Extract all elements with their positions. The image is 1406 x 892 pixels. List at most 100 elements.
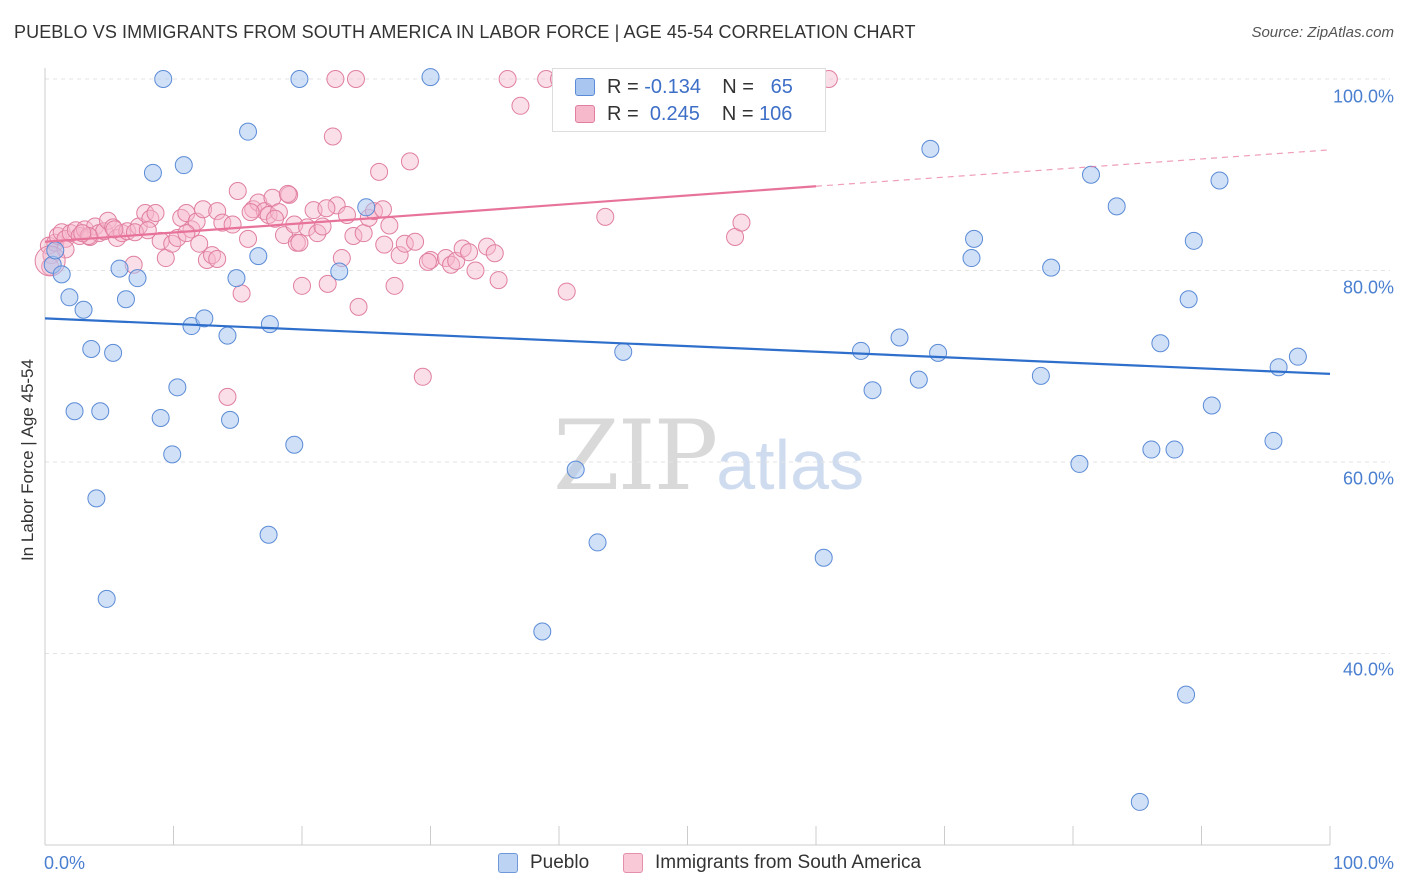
immigrants-point bbox=[478, 237, 497, 256]
pueblo-point bbox=[1269, 358, 1288, 377]
immigrants-point bbox=[346, 70, 365, 88]
immigrants-point bbox=[373, 200, 392, 219]
pueblo-point bbox=[218, 326, 237, 345]
immigrants-point bbox=[370, 162, 389, 181]
immigrants-point bbox=[421, 250, 440, 269]
immigrants-point bbox=[406, 232, 425, 251]
immigrants-point bbox=[239, 229, 258, 248]
immigrants-point bbox=[223, 215, 242, 234]
immigrants-trend-extension bbox=[815, 149, 1331, 187]
pueblo-point bbox=[890, 328, 909, 347]
pueblo-point bbox=[614, 342, 633, 361]
immigrants-point bbox=[136, 204, 155, 223]
immigrants-point bbox=[138, 221, 157, 240]
immigrants-swatch bbox=[575, 105, 595, 123]
immigrants-point bbox=[232, 284, 251, 303]
immigrants-point bbox=[385, 276, 404, 295]
immigrants-point bbox=[485, 244, 504, 263]
pueblo-swatch bbox=[575, 78, 595, 96]
pueblo-point bbox=[1070, 454, 1089, 473]
chart-title: PUEBLO VS IMMIGRANTS FROM SOUTH AMERICA … bbox=[14, 22, 916, 42]
r-label: R = bbox=[607, 75, 639, 98]
pueblo-point bbox=[151, 408, 170, 427]
pueblo-point bbox=[1107, 197, 1126, 216]
y-tick-label: 80.0% bbox=[1342, 277, 1394, 298]
pueblo-legend-label: Pueblo bbox=[530, 852, 590, 873]
bottom-legend-pueblo: Pueblo bbox=[498, 852, 589, 874]
pueblo-point bbox=[128, 269, 147, 288]
immigrants-point bbox=[228, 182, 247, 201]
immigrants-point bbox=[375, 235, 394, 254]
immigrants-n-value: 106 bbox=[759, 102, 793, 125]
immigrants-point bbox=[413, 367, 432, 386]
pueblo-point bbox=[195, 309, 214, 328]
immigrants-point bbox=[241, 203, 260, 222]
pueblo-point bbox=[163, 445, 182, 464]
immigrants-point bbox=[511, 96, 530, 115]
pueblo-point bbox=[1151, 334, 1170, 353]
pueblo-point bbox=[46, 241, 65, 260]
immigrants-point bbox=[466, 261, 485, 280]
pueblo-point bbox=[52, 265, 71, 284]
pueblo-point bbox=[74, 300, 93, 319]
pueblo-point bbox=[60, 288, 79, 307]
pueblo-trend-line bbox=[44, 317, 1331, 376]
immigrants-point bbox=[460, 243, 479, 262]
x-tick-label: 0.0% bbox=[44, 853, 86, 873]
legend-row-immigrants: R = 0.245 N = 106 bbox=[575, 102, 792, 126]
immigrants-point bbox=[197, 250, 216, 269]
pueblo-point bbox=[1177, 685, 1196, 704]
immigrants-point bbox=[498, 70, 517, 88]
pueblo-point bbox=[82, 340, 101, 359]
pueblo-point bbox=[851, 341, 870, 360]
pueblo-point bbox=[104, 343, 123, 362]
pueblo-point bbox=[566, 460, 585, 479]
legend-row-pueblo: R = -0.134 N = 65 bbox=[575, 75, 793, 99]
pueblo-point bbox=[1042, 258, 1061, 277]
pueblo-legend-swatch bbox=[498, 853, 518, 873]
watermark: ZIPatlas bbox=[553, 400, 864, 512]
immigrants-legend-swatch bbox=[623, 853, 643, 873]
watermark-zip: ZIP bbox=[553, 400, 718, 512]
bottom-legend-immigrants: Immigrants from South America bbox=[623, 852, 921, 874]
pueblo-point bbox=[1142, 440, 1161, 459]
pueblo-point bbox=[290, 70, 309, 88]
pueblo-point bbox=[110, 259, 129, 278]
n-label: N = bbox=[721, 102, 754, 125]
pueblo-point bbox=[116, 290, 135, 309]
pueblo-point bbox=[909, 370, 928, 389]
immigrants-point bbox=[266, 209, 285, 228]
pueblo-point bbox=[421, 68, 440, 87]
pueblo-point bbox=[533, 622, 552, 641]
pueblo-point bbox=[1210, 171, 1229, 190]
y-tick-label: 60.0% bbox=[1342, 468, 1394, 489]
pueblo-point bbox=[863, 381, 882, 400]
immigrants-point bbox=[349, 297, 368, 316]
immigrants-point bbox=[73, 224, 92, 243]
immigrants-point bbox=[218, 387, 237, 406]
pueblo-point bbox=[221, 410, 240, 429]
stats-legend: R = -0.134 N = 65 R = 0.245 N = 106 bbox=[552, 68, 826, 132]
pueblo-point bbox=[154, 70, 173, 88]
immigrants-point bbox=[390, 246, 409, 265]
pueblo-point bbox=[168, 378, 187, 397]
pueblo-point bbox=[285, 435, 304, 454]
immigrants-legend-label: Immigrants from South America bbox=[655, 852, 922, 873]
pueblo-point bbox=[249, 247, 268, 266]
immigrants-point bbox=[194, 200, 213, 219]
immigrants-point bbox=[317, 199, 336, 218]
watermark-atlas: atlas bbox=[716, 426, 865, 504]
pueblo-point bbox=[87, 489, 106, 508]
pueblo-point bbox=[143, 163, 162, 182]
immigrants-point bbox=[278, 184, 297, 203]
y-axis-label: In Labor Force | Age 45-54 bbox=[18, 359, 37, 561]
pueblo-point bbox=[921, 139, 940, 158]
immigrants-point bbox=[146, 204, 165, 223]
axes bbox=[44, 68, 1331, 846]
pueblo-point bbox=[1264, 431, 1283, 450]
pueblo-point bbox=[1031, 366, 1050, 385]
immigrants-point bbox=[326, 70, 345, 88]
pueblo-point bbox=[1165, 440, 1184, 459]
r-label: R = bbox=[607, 102, 639, 125]
gridlines bbox=[45, 78, 1390, 654]
